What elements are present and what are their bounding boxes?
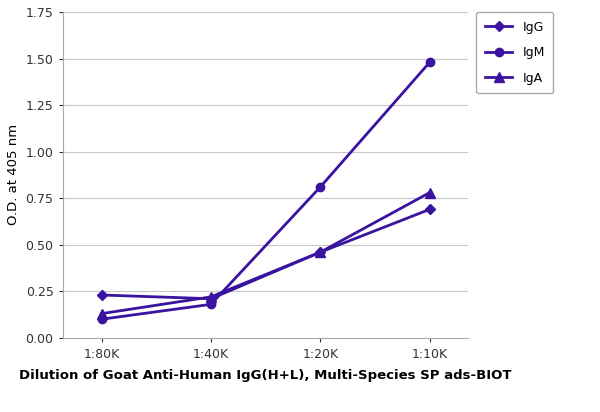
IgG	[98, 293, 105, 297]
IgA	[317, 250, 324, 255]
X-axis label: Dilution of Goat Anti-Human IgG(H+L), Multi-Species SP ads-BIOT: Dilution of Goat Anti-Human IgG(H+L), Mu…	[19, 369, 512, 382]
Legend: IgG, IgM, IgA: IgG, IgM, IgA	[476, 12, 553, 94]
IgG	[317, 250, 324, 255]
Line: IgG: IgG	[98, 206, 433, 302]
IgA	[426, 190, 433, 195]
IgG	[208, 296, 215, 301]
Line: IgM: IgM	[97, 58, 434, 323]
IgM	[426, 60, 433, 65]
IgA	[98, 311, 105, 316]
IgM	[98, 317, 105, 322]
IgA	[208, 295, 215, 300]
IgM	[317, 185, 324, 190]
IgM	[208, 302, 215, 307]
IgG	[426, 207, 433, 212]
Line: IgA: IgA	[97, 188, 434, 318]
Y-axis label: O.D. at 405 nm: O.D. at 405 nm	[7, 124, 20, 225]
